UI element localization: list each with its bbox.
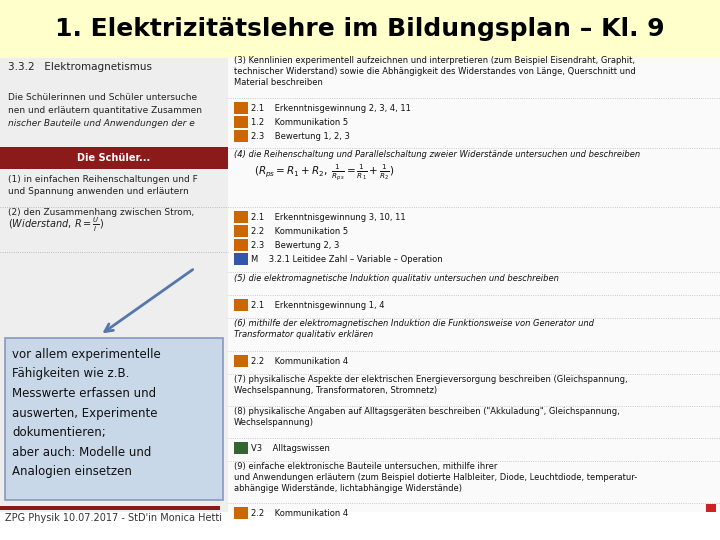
Bar — [234, 211, 248, 223]
Text: Die Schüler...: Die Schüler... — [77, 153, 150, 163]
Text: (9) einfache elektronische Bauteile untersuchen, mithilfe ihrer: (9) einfache elektronische Bauteile unte… — [234, 462, 500, 471]
Bar — [234, 507, 248, 519]
Text: Wechselspannung): Wechselspannung) — [234, 418, 314, 427]
Text: nen und erläutern quantitative Zusammen: nen und erläutern quantitative Zusammen — [8, 106, 202, 115]
Text: ZPG Physik 10.07.2017 - StD'in Monica Hetti: ZPG Physik 10.07.2017 - StD'in Monica He… — [5, 513, 222, 523]
Text: 2.2    Kommunikation 4: 2.2 Kommunikation 4 — [251, 509, 348, 518]
Text: abhängige Widerstände, lichtabhängige Widerstände): abhängige Widerstände, lichtabhängige Wi… — [234, 484, 462, 493]
Text: $(R_{ps} = R_1 + R_2,\; \frac{1}{R_{ps}} = \frac{1}{R_1} + \frac{1}{R_2})$: $(R_{ps} = R_1 + R_2,\; \frac{1}{R_{ps}}… — [254, 163, 395, 183]
Text: und Anwendungen erläutern (zum Beispiel dotierte Halbleiter, Diode, Leuchtdiode,: und Anwendungen erläutern (zum Beispiel … — [234, 473, 637, 482]
Text: und Spannung anwenden und erläutern: und Spannung anwenden und erläutern — [8, 187, 189, 196]
Bar — [234, 102, 248, 114]
FancyBboxPatch shape — [5, 338, 223, 500]
Text: 2.2    Kommunikation 5: 2.2 Kommunikation 5 — [251, 227, 348, 236]
Text: 2.2    Kommunikation 4: 2.2 Kommunikation 4 — [251, 357, 348, 366]
Text: M    3.2.1 Leitidee Zahl – Variable – Operation: M 3.2.1 Leitidee Zahl – Variable – Opera… — [251, 255, 443, 264]
Bar — [234, 253, 248, 265]
Text: Die Schülerinnen und Schüler untersuche: Die Schülerinnen und Schüler untersuche — [8, 93, 197, 102]
Text: 2.1    Erkenntnisgewinnung 3, 10, 11: 2.1 Erkenntnisgewinnung 3, 10, 11 — [251, 213, 405, 222]
Text: 2.1    Erkenntnisgewinnung 1, 4: 2.1 Erkenntnisgewinnung 1, 4 — [251, 301, 384, 310]
Text: Transformator qualitativ erklären: Transformator qualitativ erklären — [234, 330, 373, 339]
Bar — [234, 442, 248, 454]
Text: (4) die Reihenschaltung und Parallelschaltung zweier Widerstände untersuchen und: (4) die Reihenschaltung und Parallelscha… — [234, 150, 640, 159]
Bar — [0, 147, 228, 169]
Text: 2.3    Bewertung 2, 3: 2.3 Bewertung 2, 3 — [251, 241, 339, 250]
Bar — [706, 504, 716, 512]
Bar — [234, 130, 248, 142]
Text: nischer Bauteile und Anwendungen der e: nischer Bauteile und Anwendungen der e — [8, 119, 194, 128]
Bar — [234, 239, 248, 251]
Text: 2.1    Erkenntnisgewinnung 2, 3, 4, 11: 2.1 Erkenntnisgewinnung 2, 3, 4, 11 — [251, 104, 411, 113]
Text: V3    Alltagswissen: V3 Alltagswissen — [251, 444, 330, 453]
Bar — [0, 58, 228, 512]
Bar — [234, 116, 248, 128]
Bar — [228, 58, 720, 512]
Text: 1.2    Kommunikation 5: 1.2 Kommunikation 5 — [251, 118, 348, 127]
Bar — [234, 225, 248, 237]
Text: (5) die elektromagnetische Induktion qualitativ untersuchen und beschreiben: (5) die elektromagnetische Induktion qua… — [234, 274, 559, 283]
Bar — [234, 355, 248, 367]
Text: 1. Elektrizitätslehre im Bildungsplan – Kl. 9: 1. Elektrizitätslehre im Bildungsplan – … — [55, 17, 665, 41]
Text: $(Widerstand,\, R = \frac{U}{I})$: $(Widerstand,\, R = \frac{U}{I})$ — [8, 215, 104, 234]
Text: (8) physikalische Angaben auf Alltagsgeräten beschreiben ("Akkuladung", Gleichsp: (8) physikalische Angaben auf Alltagsger… — [234, 407, 620, 416]
Text: Wechselspannung, Transformatoren, Stromnetz): Wechselspannung, Transformatoren, Stromn… — [234, 386, 437, 395]
Bar — [0, 0, 720, 58]
Bar — [0, 506, 220, 510]
Text: (1) in einfachen Reihenschaltungen und F: (1) in einfachen Reihenschaltungen und F — [8, 175, 198, 184]
Text: 2.3    Bewertung 1, 2, 3: 2.3 Bewertung 1, 2, 3 — [251, 132, 350, 141]
Text: (2) den Zusammenhang zwischen Strom,: (2) den Zusammenhang zwischen Strom, — [8, 208, 194, 217]
Text: (6) mithilfe der elektromagnetischen Induktion die Funktionsweise von Generator : (6) mithilfe der elektromagnetischen Ind… — [234, 319, 594, 328]
Text: vor allem experimentelle
Fähigkeiten wie z.B.
Messwerte erfassen und
auswerten, : vor allem experimentelle Fähigkeiten wie… — [12, 348, 161, 478]
Text: 3.3.2   Elektromagnetismus: 3.3.2 Elektromagnetismus — [8, 62, 152, 72]
Bar — [234, 299, 248, 311]
Text: Material beschreiben: Material beschreiben — [234, 78, 323, 87]
Text: (7) physikalische Aspekte der elektrischen Energieversorgung beschreiben (Gleich: (7) physikalische Aspekte der elektrisch… — [234, 375, 628, 384]
Text: (3) Kennlinien experimentell aufzeichnen und interpretieren (zum Beispiel Eisend: (3) Kennlinien experimentell aufzeichnen… — [234, 56, 635, 65]
Text: technischer Widerstand) sowie die Abhängigkeit des Widerstandes von Länge, Quers: technischer Widerstand) sowie die Abhäng… — [234, 67, 636, 76]
